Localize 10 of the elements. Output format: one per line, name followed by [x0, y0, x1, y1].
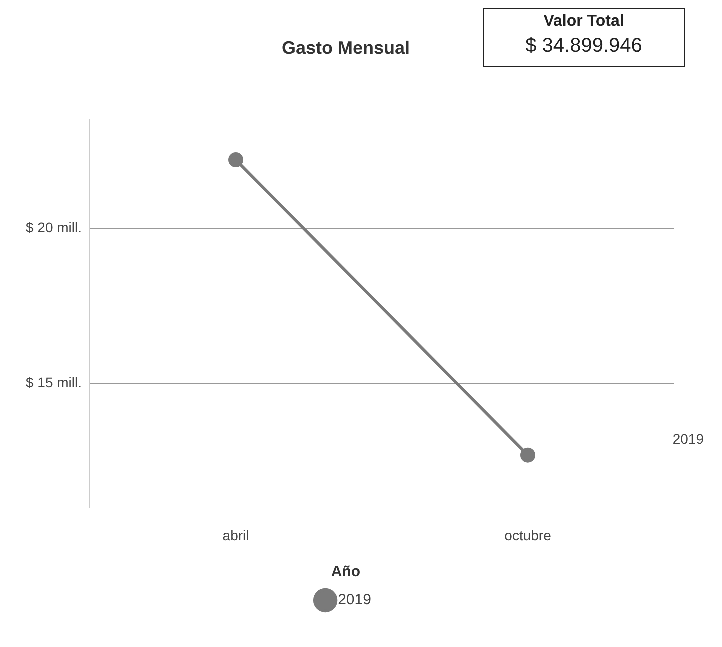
- x-tick-label: octubre: [504, 527, 552, 544]
- y-tick-label: $ 15 mill.: [26, 374, 82, 391]
- chart-title: Gasto Mensual: [282, 38, 410, 58]
- legend-title: Año: [331, 564, 361, 581]
- y-tick-label: $ 20 mill.: [26, 219, 82, 236]
- text: $ 34.899.946: [524, 35, 644, 58]
- x-tick-label: abril: [222, 527, 250, 544]
- legend-label: 2019: [338, 592, 372, 609]
- text: Valor Total: [542, 13, 626, 31]
- text: 2019: [672, 431, 704, 448]
